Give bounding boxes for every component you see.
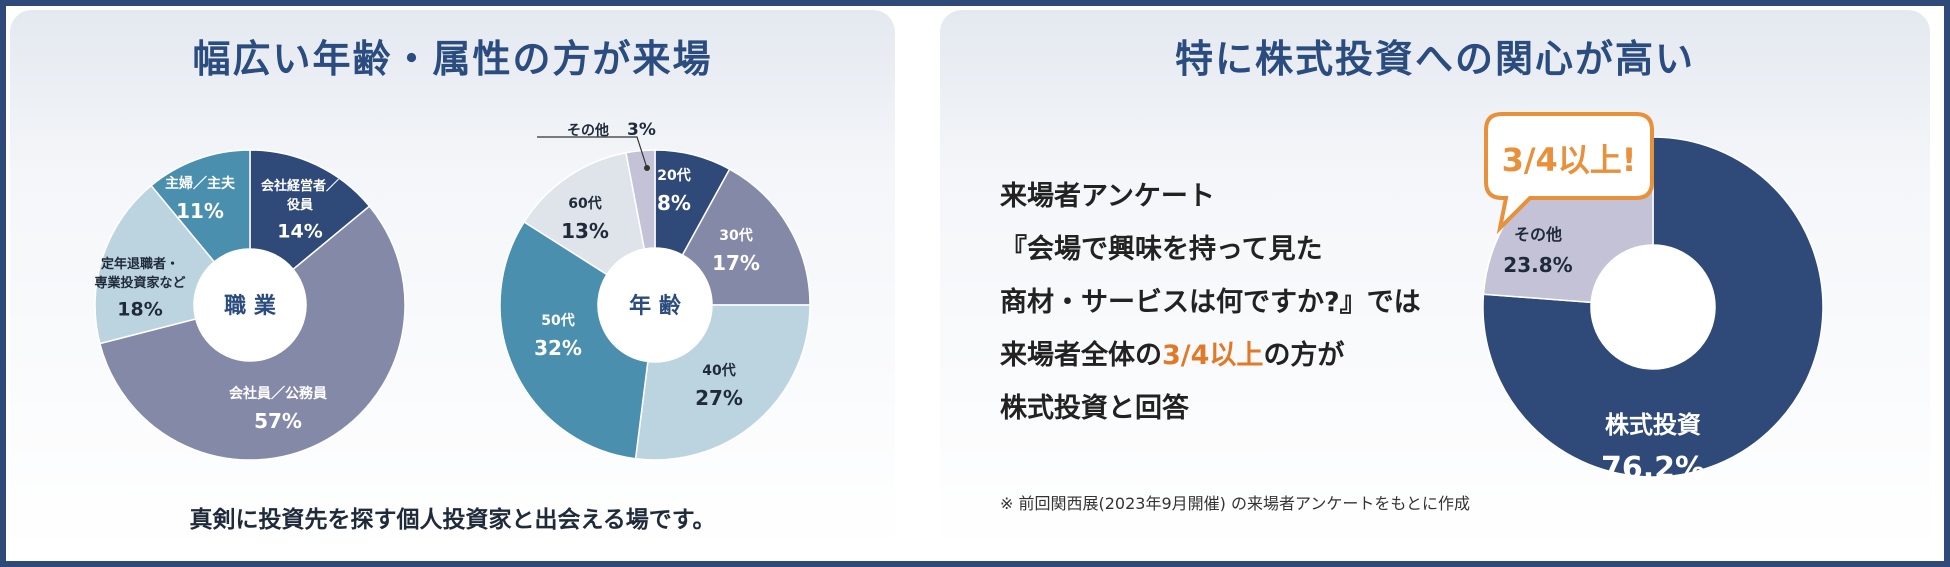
slice-label: 専業投資家など xyxy=(94,275,185,291)
survey-line-2: 『会場で興味を持って見た xyxy=(1000,234,1323,265)
panel-divider xyxy=(902,6,932,561)
slice-label: 株式投資 xyxy=(1605,411,1701,439)
slice-value: 18% xyxy=(117,299,162,321)
slice-label: 20代 xyxy=(657,167,690,184)
leader-line xyxy=(537,136,648,169)
left-charts: 会社経営者／ 役員 14% 会社員／公務員 57% 定年退職者・専業投資家など 18% 主婦／… xyxy=(94,120,811,461)
slice-label: 50代 xyxy=(541,312,574,329)
callout-text: 3/4以上! xyxy=(1502,141,1637,179)
left-footer: 真剣に投資先を探す個人投資家と出会える場です。 xyxy=(189,507,716,533)
slice-label: その他 xyxy=(567,122,609,139)
left-panel-title: 幅広い年齢・属性の方が来場 xyxy=(192,37,713,81)
survey-line-4-suffix: の方が xyxy=(1263,340,1345,371)
donut-center-label: 職 業 xyxy=(224,293,277,319)
right-chart: 株式投資 76.2% その他 23.8% 3/4以上! xyxy=(1482,112,1824,486)
slice-value: 76.2% xyxy=(1601,451,1705,486)
age-donut: 20代 8% 30代 17% 40代 27% 50代 32% 60代 13% その他 3% 年 齢 xyxy=(499,120,811,461)
callout-shape xyxy=(1484,112,1654,235)
survey-highlight: 3/4以上 xyxy=(1162,340,1264,371)
callout-bubble: 3/4以上! xyxy=(1484,112,1654,235)
slice-label: 30代 xyxy=(719,227,752,244)
survey-line-3: 商材・サービスは何ですか?』では xyxy=(1000,287,1421,318)
survey-note: ※ 前回関西展(2023年9月開催) の来場者アンケートをもとに作成 xyxy=(1000,494,1471,513)
stock-interest-donut: 株式投資 76.2% その他 23.8% xyxy=(1482,136,1824,486)
slice-label: 会社経営者／ xyxy=(261,178,339,194)
slice-value: 17% xyxy=(712,251,760,275)
slice-label: 役員 xyxy=(287,197,313,213)
survey-line-4-prefix: 来場者全体の xyxy=(1000,340,1162,371)
slice-value: 27% xyxy=(695,386,743,410)
slice-label: 60代 xyxy=(568,195,601,212)
occupation-donut: 会社経営者／ 役員 14% 会社員／公務員 57% 定年退職者・専業投資家など 18% 主婦／… xyxy=(94,149,406,461)
slice-label: 定年退職者・ xyxy=(100,256,179,272)
leader-dot xyxy=(644,165,650,171)
donut-center-label: 年 齢 xyxy=(629,293,682,319)
survey-line-5: 株式投資と回答 xyxy=(1000,393,1189,424)
slice-value: 3% xyxy=(627,120,656,140)
donut-hole xyxy=(194,249,306,361)
slice-label: 会社員／公務員 xyxy=(229,385,327,402)
slice-value: 14% xyxy=(277,221,322,243)
left-panel: 幅広い年齢・属性の方が来場 会社経営者／ 役員 14% 会社員／公務員 57% 定年退職者… xyxy=(10,10,895,555)
donut-slice xyxy=(150,149,251,263)
slice-value: 32% xyxy=(534,336,582,360)
donut-hole xyxy=(1591,245,1715,369)
slice-label: 40代 xyxy=(702,362,735,379)
right-panel-title: 特に株式投資への関心が高い xyxy=(1174,37,1695,81)
slice-value: 23.8% xyxy=(1503,253,1572,277)
right-panel: 特に株式投資への関心が高い 来場者アンケート 『会場で興味を持って見た 商材・サ… xyxy=(940,10,1930,555)
donut-slice xyxy=(634,304,811,461)
slice-value: 13% xyxy=(561,219,609,243)
donut-hole xyxy=(598,248,712,362)
slice-label: その他 xyxy=(1514,225,1562,244)
survey-text: 来場者アンケート 『会場で興味を持って見た 商材・サービスは何ですか?』では 来… xyxy=(1000,170,1421,435)
slice-value: 8% xyxy=(657,191,691,215)
survey-line-1: 来場者アンケート xyxy=(1000,181,1215,212)
slice-value: 57% xyxy=(254,409,302,433)
slice-value: 11% xyxy=(176,199,224,223)
survey-line-4: 来場者全体の3/4以上の方が xyxy=(1000,329,1421,382)
slice-label: 主婦／主夫 xyxy=(165,175,236,192)
